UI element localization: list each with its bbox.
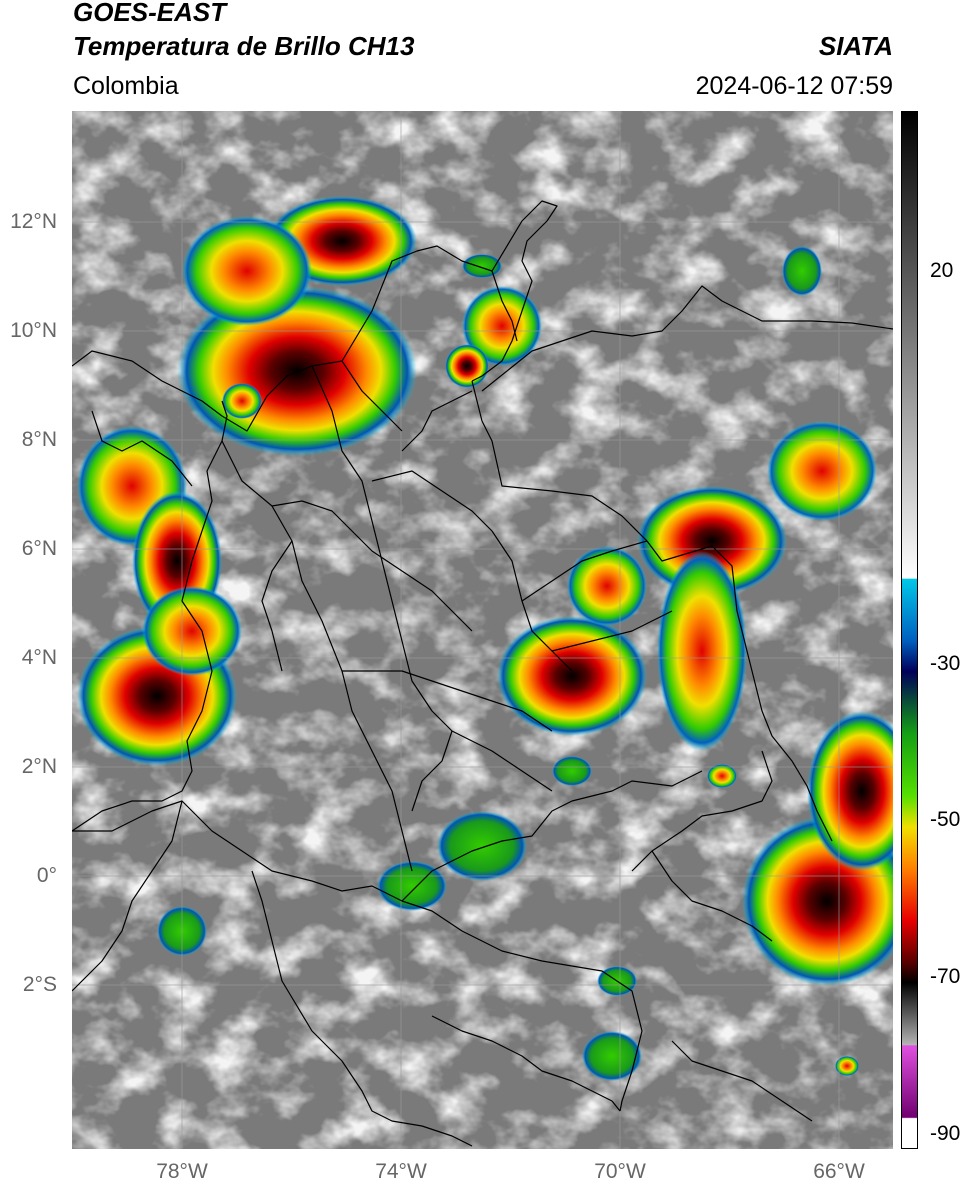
lon-label: 78°W	[156, 1160, 208, 1183]
satellite-map	[72, 111, 893, 1149]
region-label: Colombia	[73, 72, 179, 100]
colorbar-label: 20	[930, 259, 954, 282]
colorbar	[901, 111, 918, 1149]
brand-label: SIATA	[818, 31, 893, 61]
timestamp: 2024-06-12 07:59	[695, 72, 893, 100]
lat-label: 0°	[36, 864, 57, 887]
lat-label: 6°N	[21, 537, 57, 560]
lon-label: 74°W	[375, 1160, 427, 1183]
lon-label: 66°W	[813, 1160, 865, 1183]
lat-label: 8°N	[21, 428, 57, 451]
lat-label: 4°N	[21, 646, 57, 669]
title-product: Temperatura de Brillo CH13	[73, 31, 415, 61]
lat-label: 2°N	[21, 755, 57, 778]
storm-cells	[77, 196, 893, 1081]
borders	[72, 200, 893, 1147]
colorbar-label: -70	[930, 965, 961, 988]
lon-label: 70°W	[594, 1160, 646, 1183]
lat-label: 12°N	[10, 210, 57, 233]
lat-label: 2°S	[22, 973, 57, 996]
lat-label: 10°N	[10, 319, 57, 342]
colorbar-label: -90	[930, 1122, 961, 1145]
colorbar-label: -50	[930, 808, 961, 831]
graticule	[72, 111, 893, 1149]
colorbar-label: -30	[930, 652, 961, 675]
title-satellite: GOES-EAST	[73, 0, 227, 27]
